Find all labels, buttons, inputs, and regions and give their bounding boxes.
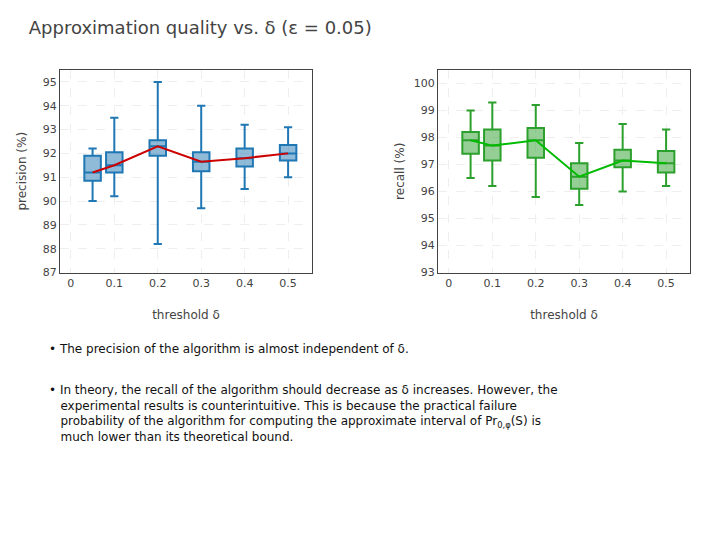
svg-text:98: 98	[421, 131, 435, 144]
svg-text:87: 87	[43, 266, 57, 279]
svg-text:0.5: 0.5	[279, 277, 297, 290]
svg-text:0.3: 0.3	[192, 277, 210, 290]
svg-text:0: 0	[445, 277, 452, 290]
svg-text:95: 95	[421, 212, 435, 225]
svg-text:0.5: 0.5	[657, 277, 675, 290]
svg-text:precision (%): precision (%)	[15, 132, 29, 211]
svg-text:88: 88	[43, 243, 57, 256]
svg-text:91: 91	[43, 171, 57, 184]
svg-text:threshold δ: threshold δ	[530, 308, 598, 322]
svg-text:90: 90	[43, 195, 57, 208]
svg-text:93: 93	[43, 123, 57, 136]
svg-text:92: 92	[43, 147, 57, 160]
svg-text:96: 96	[421, 185, 435, 198]
svg-text:89: 89	[43, 219, 57, 232]
svg-text:100: 100	[414, 77, 435, 90]
svg-text:0.3: 0.3	[570, 277, 588, 290]
svg-text:• In theory, the recall of the: • In theory, the recall of the algorithm…	[49, 383, 558, 444]
svg-text:94: 94	[421, 239, 435, 252]
svg-text:0.2: 0.2	[527, 277, 545, 290]
svg-text:0.4: 0.4	[614, 277, 632, 290]
svg-text:97: 97	[421, 158, 435, 171]
svg-text:recall (%): recall (%)	[393, 143, 407, 200]
svg-text:94: 94	[43, 100, 57, 113]
svg-text:99: 99	[421, 104, 435, 117]
svg-text:95: 95	[43, 76, 57, 89]
svg-text:0.1: 0.1	[484, 277, 502, 290]
svg-text:0.1: 0.1	[106, 277, 124, 290]
svg-text:• The precision of the algorit: • The precision of the algorithm is almo…	[49, 342, 409, 356]
svg-text:0.4: 0.4	[236, 277, 254, 290]
svg-text:0: 0	[67, 277, 74, 290]
svg-text:0.2: 0.2	[149, 277, 167, 290]
svg-text:Approximation quality vs. δ (ε: Approximation quality vs. δ (ε = 0.05)	[29, 17, 372, 38]
svg-text:93: 93	[421, 266, 435, 279]
svg-text:threshold δ: threshold δ	[152, 308, 220, 322]
